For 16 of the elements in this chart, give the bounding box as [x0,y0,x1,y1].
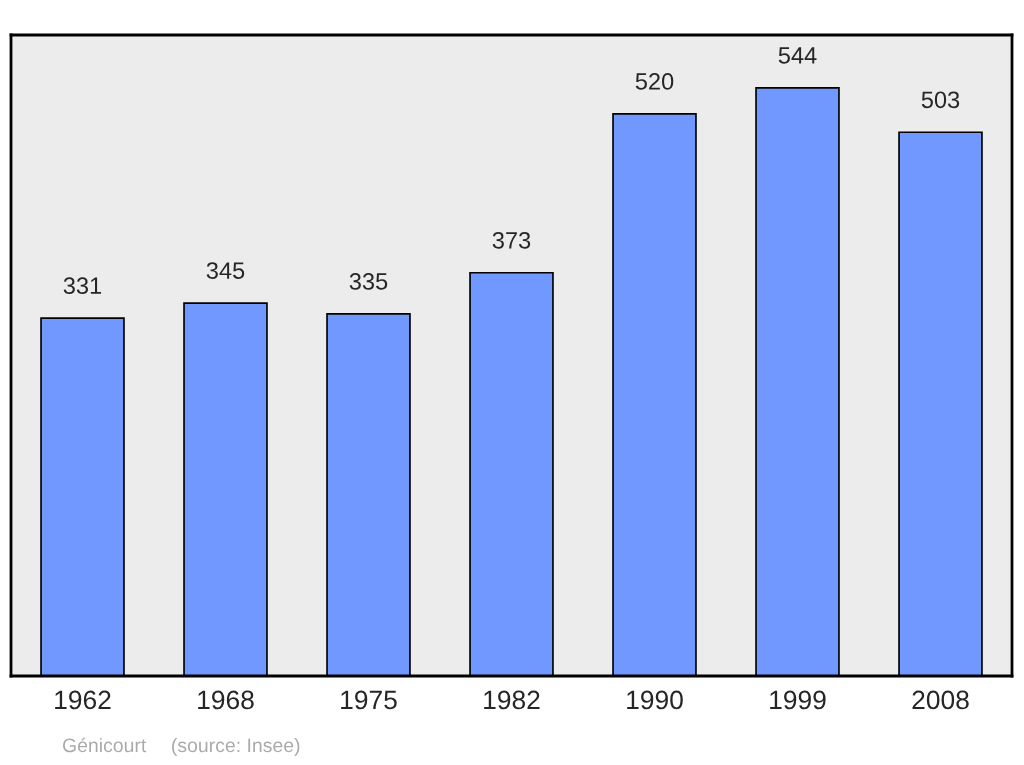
data-label: 345 [206,262,245,279]
text: (source: Insee) [172,737,300,757]
data-label: 503 [921,91,960,109]
x-tick-label: 1982 [484,690,540,710]
x-tick-label: 1999 [770,690,826,710]
data-label: 520 [635,73,674,90]
text: Génicourt [62,737,147,753]
x-tick-label: 1975 [341,690,397,710]
x-tick-label: 1968 [198,690,254,710]
data-label: 544 [778,47,817,64]
x-tick-label: 1990 [627,690,683,710]
x-tick-label: 1962 [55,690,111,710]
x-tick-label: 2008 [912,690,969,710]
data-label: 331 [63,277,102,295]
data-label: 335 [349,273,388,290]
data-label: 373 [492,231,531,249]
